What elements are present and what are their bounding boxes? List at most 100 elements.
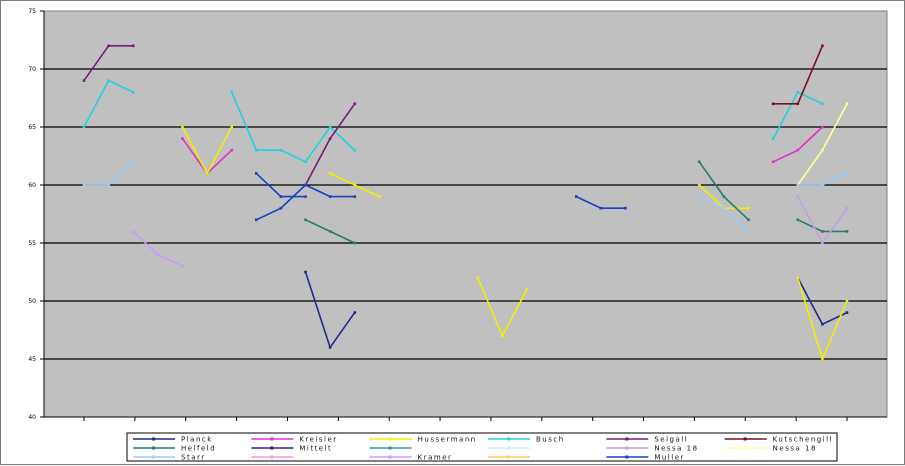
legend-marker bbox=[507, 437, 510, 441]
data-point bbox=[328, 137, 332, 140]
data-point bbox=[328, 346, 332, 349]
data-point bbox=[353, 183, 357, 187]
data-point bbox=[304, 270, 307, 274]
legend-label: Mittelt bbox=[299, 445, 332, 453]
legend-label: Nessa 18 bbox=[773, 445, 817, 453]
series-16 bbox=[254, 172, 627, 222]
data-point bbox=[107, 79, 110, 82]
series-lines bbox=[82, 44, 849, 362]
data-point bbox=[796, 148, 800, 152]
data-point bbox=[82, 125, 86, 129]
legend-marker bbox=[270, 455, 274, 459]
legend-label: Kreisler bbox=[299, 436, 337, 444]
legend-entry: Starr bbox=[133, 454, 206, 462]
data-point bbox=[796, 195, 800, 198]
y-tick-label: 50 bbox=[28, 298, 36, 305]
legend-marker bbox=[625, 446, 629, 450]
data-point bbox=[304, 160, 307, 164]
legend-marker bbox=[625, 437, 629, 441]
data-point bbox=[328, 172, 332, 175]
data-point bbox=[378, 195, 381, 198]
legend-entry bbox=[488, 446, 530, 450]
data-point bbox=[501, 334, 504, 338]
legend-marker bbox=[743, 437, 747, 441]
legend-entry: Kutschengill bbox=[724, 436, 832, 444]
legend-marker bbox=[625, 455, 629, 459]
legend-marker bbox=[270, 437, 274, 441]
data-point bbox=[205, 172, 209, 175]
data-point bbox=[821, 357, 824, 361]
y-tick-label: 45 bbox=[28, 356, 36, 363]
data-point bbox=[304, 183, 307, 187]
legend-label: Nessa 18 bbox=[654, 445, 698, 453]
data-point bbox=[796, 183, 800, 187]
data-point bbox=[131, 160, 135, 164]
legend-label: Starr bbox=[181, 454, 206, 462]
data-point bbox=[279, 148, 283, 152]
legend-marker bbox=[507, 446, 510, 450]
legend-marker bbox=[270, 446, 274, 450]
data-point bbox=[821, 102, 824, 106]
data-point bbox=[845, 172, 849, 175]
data-point bbox=[771, 160, 775, 164]
legend-entry: Nessa 18 bbox=[606, 445, 698, 453]
data-point bbox=[181, 137, 184, 140]
data-point bbox=[131, 230, 135, 233]
legend-label: Hussermann bbox=[418, 436, 477, 444]
series-3 bbox=[82, 79, 824, 164]
legend-marker bbox=[152, 437, 155, 441]
data-point bbox=[131, 44, 135, 48]
legend-box bbox=[126, 432, 838, 462]
data-point bbox=[624, 206, 627, 210]
data-point bbox=[821, 230, 824, 233]
data-point bbox=[821, 183, 824, 187]
data-point bbox=[304, 195, 307, 198]
data-point bbox=[845, 230, 849, 233]
legend-label: Busch bbox=[536, 436, 565, 444]
data-point bbox=[574, 195, 578, 198]
data-point bbox=[821, 148, 824, 152]
plot-area bbox=[43, 10, 888, 418]
legend-marker bbox=[388, 446, 392, 450]
y-tick-label: 40 bbox=[28, 414, 36, 421]
data-point bbox=[845, 299, 849, 303]
data-point bbox=[181, 264, 184, 268]
gridlines bbox=[44, 68, 887, 360]
legend-label: Seigall bbox=[654, 436, 688, 444]
data-point bbox=[230, 148, 233, 152]
data-point bbox=[747, 206, 750, 210]
data-point bbox=[82, 183, 86, 187]
data-point bbox=[821, 44, 824, 48]
legend-marker bbox=[388, 455, 392, 459]
legend-entry: Planck bbox=[133, 436, 211, 444]
data-point bbox=[821, 125, 824, 129]
data-point bbox=[599, 206, 603, 210]
legend-entry: Seigall bbox=[606, 436, 688, 444]
data-point bbox=[698, 183, 701, 187]
data-point bbox=[230, 125, 233, 129]
data-point bbox=[328, 195, 332, 198]
data-point bbox=[279, 206, 283, 210]
legend-entry bbox=[369, 446, 412, 450]
data-point bbox=[722, 195, 726, 198]
data-point bbox=[353, 148, 357, 152]
legend-marker bbox=[152, 455, 155, 459]
y-tick-label: 75 bbox=[28, 8, 36, 15]
data-point bbox=[254, 148, 258, 152]
y-tick-label: 70 bbox=[28, 66, 36, 73]
data-point bbox=[353, 241, 357, 245]
data-point bbox=[796, 102, 800, 106]
data-point bbox=[156, 253, 160, 256]
data-point bbox=[845, 206, 849, 210]
data-point bbox=[796, 276, 800, 280]
data-point bbox=[353, 195, 357, 198]
data-point bbox=[845, 102, 849, 106]
series-5 bbox=[771, 44, 824, 106]
y-tick-label: 55 bbox=[28, 240, 36, 247]
data-point bbox=[328, 230, 332, 233]
data-point bbox=[476, 276, 480, 280]
series-4 bbox=[82, 44, 357, 187]
data-point bbox=[131, 90, 135, 94]
legend-entry: Busch bbox=[488, 436, 565, 444]
